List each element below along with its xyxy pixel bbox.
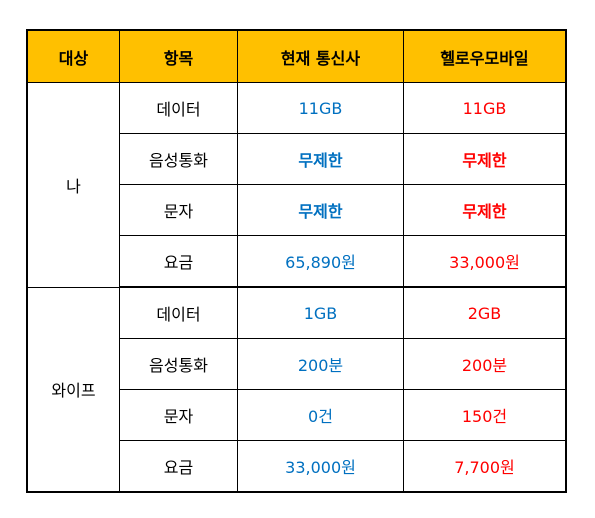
target-cell: 와이프: [26, 286, 120, 493]
item-cell: 데이터: [119, 82, 238, 134]
target-cell: 나: [26, 82, 120, 288]
comparison-table-wrapper: 대상 항목 현재 통신사 헬로우모바일 나 데이터 11GB 11GB 음성통화…: [26, 29, 567, 493]
current-value-cell: 33,000원: [237, 440, 404, 493]
item-cell: 요금: [119, 235, 238, 288]
hello-value-cell: 33,000원: [403, 235, 567, 288]
item-cell: 음성통화: [119, 338, 238, 390]
hello-value-cell: 11GB: [403, 82, 567, 134]
item-cell: 문자: [119, 389, 238, 441]
table-row: 문자 0건 150건: [27, 389, 567, 441]
current-value-cell: 무제한: [237, 184, 404, 236]
table-row: 문자 무제한 무제한: [27, 184, 567, 236]
hello-value-cell: 무제한: [403, 133, 567, 185]
hello-value-cell: 무제한: [403, 184, 567, 236]
current-value-cell: 0건: [237, 389, 404, 441]
item-cell: 음성통화: [119, 133, 238, 185]
current-value-cell: 1GB: [237, 286, 404, 339]
hello-value-cell: 200분: [403, 338, 567, 390]
current-value-cell: 11GB: [237, 82, 404, 134]
table-row: 와이프 데이터 1GB 2GB: [26, 286, 567, 493]
header-item: 항목: [119, 29, 238, 83]
table-row: 음성통화 무제한 무제한: [27, 133, 567, 185]
hello-value-cell: 7,700원: [403, 440, 567, 493]
header-row: 대상 항목 현재 통신사 헬로우모바일: [26, 29, 567, 83]
item-cell: 데이터: [119, 286, 238, 339]
hello-value-cell: 150건: [403, 389, 567, 441]
table-row: 나 데이터 11GB 11GB: [26, 82, 567, 288]
header-target: 대상: [26, 29, 120, 83]
current-value-cell: 200분: [237, 338, 404, 390]
hello-value-cell: 2GB: [403, 286, 567, 339]
table-row: 요금 65,890원 33,000원: [27, 235, 567, 288]
table-row: 음성통화 200분 200분: [27, 338, 567, 390]
plan-comparison-table: 대상 항목 현재 통신사 헬로우모바일 나 데이터 11GB 11GB 음성통화…: [26, 29, 567, 493]
current-value-cell: 65,890원: [237, 235, 404, 288]
header-hello-mobile: 헬로우모바일: [403, 29, 567, 83]
current-value-cell: 무제한: [237, 133, 404, 185]
item-cell: 문자: [119, 184, 238, 236]
header-current-carrier: 현재 통신사: [237, 29, 404, 83]
table-row: 요금 33,000원 7,700원: [27, 440, 567, 493]
item-cell: 요금: [119, 440, 238, 493]
